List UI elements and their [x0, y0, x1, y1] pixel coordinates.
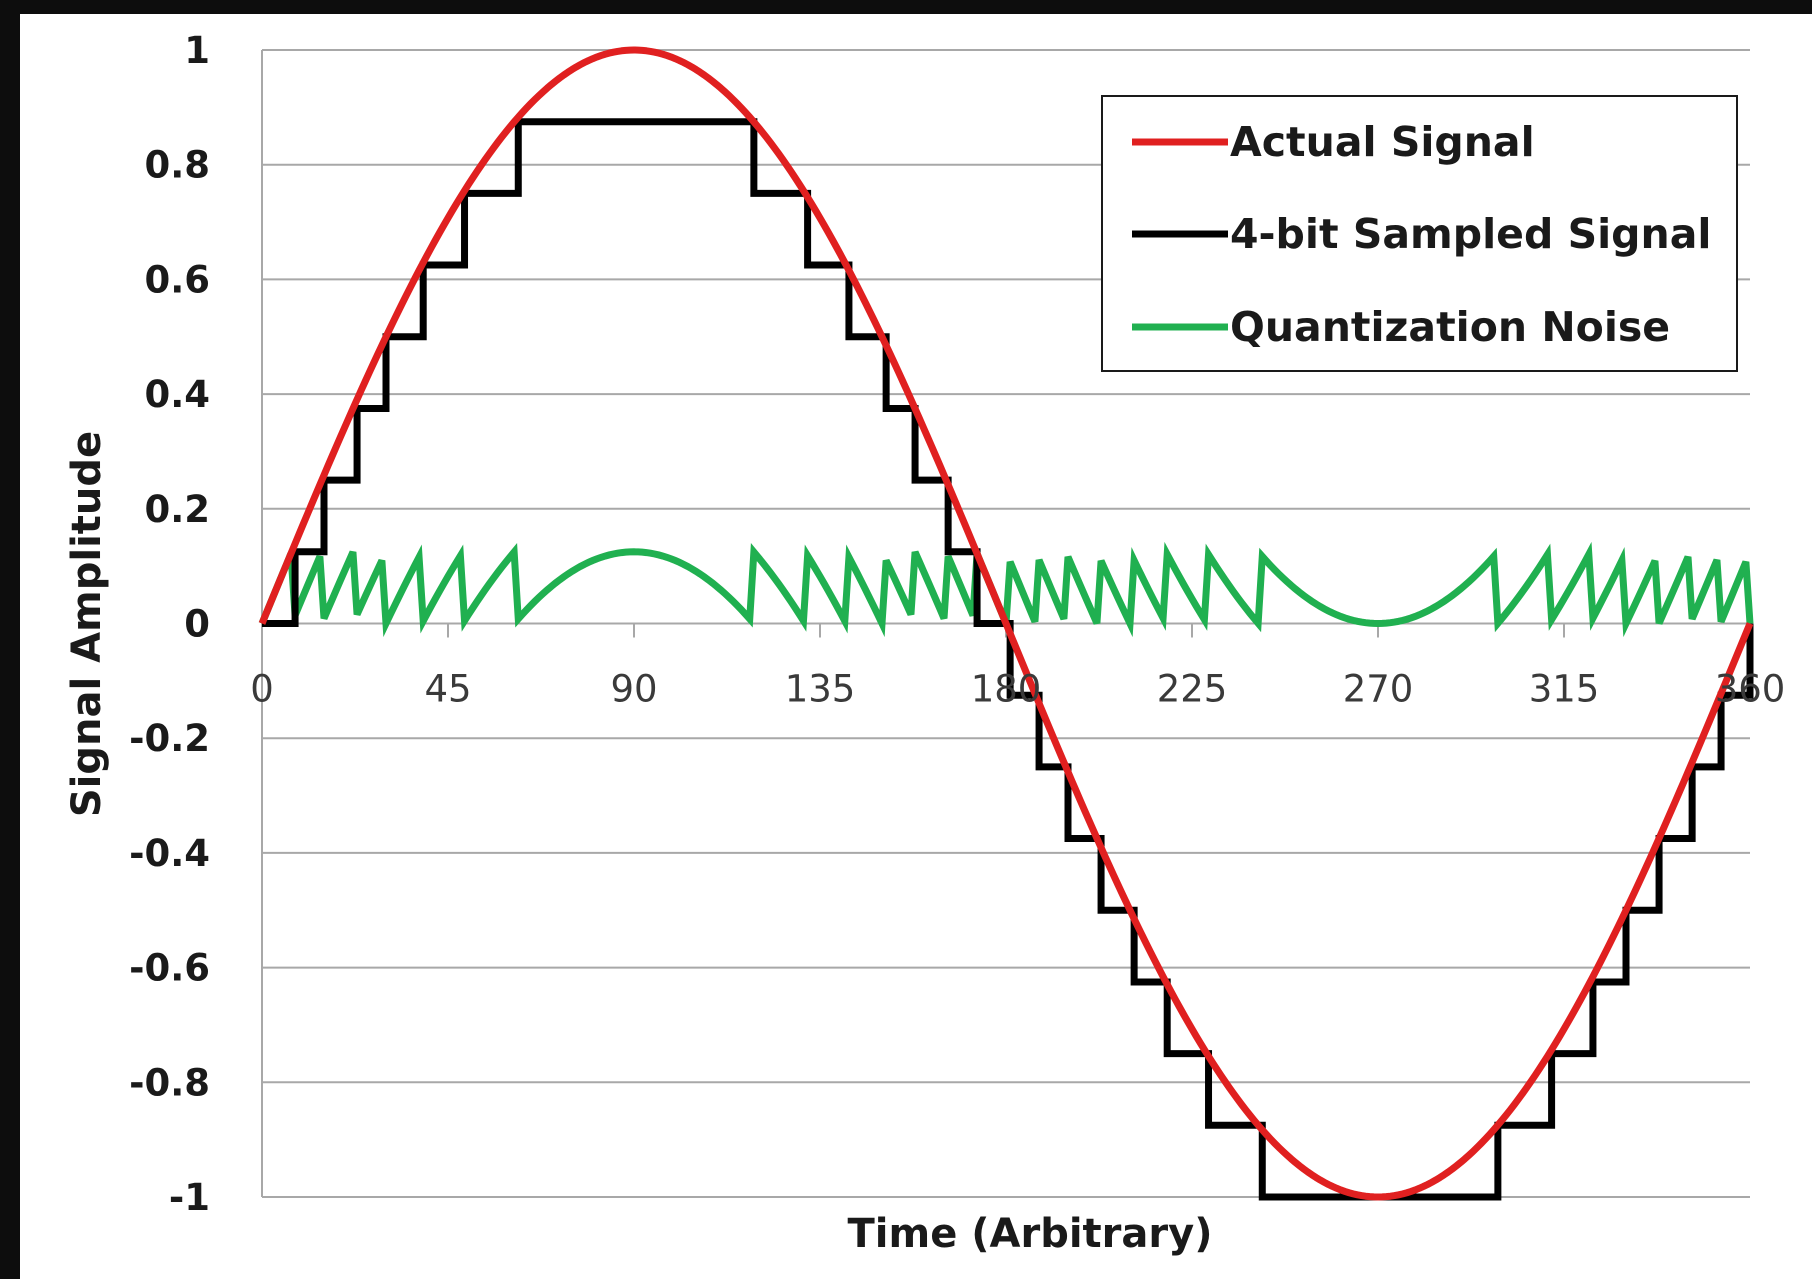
- x-tick-label: 225: [1157, 668, 1228, 711]
- y-tick-label: 0.4: [144, 373, 210, 416]
- chart: 1 0.8 0.6 0.4 0.2 0 -0.2 -0.4 -0.6 -0.8 -1 0 45 90 135…: [64, 29, 1785, 1257]
- x-tick-label: 135: [785, 668, 856, 711]
- legend-label-noise: Quantization Noise: [1230, 303, 1670, 351]
- x-tick-label: 0: [250, 668, 274, 711]
- x-tick-label: 45: [424, 668, 471, 711]
- x-axis-title: Time (Arbitrary): [848, 1211, 1213, 1257]
- legend-label-sampled: 4-bit Sampled Signal: [1230, 210, 1711, 258]
- x-tick-label: 360: [1715, 668, 1786, 711]
- x-tick-label: 180: [971, 668, 1042, 711]
- chart-panel: 1 0.8 0.6 0.4 0.2 0 -0.2 -0.4 -0.6 -0.8 -1 0 45 90 135…: [20, 14, 1812, 1279]
- series-sampled-signal: [262, 118, 1754, 1201]
- x-tick-label: 315: [1529, 668, 1600, 711]
- y-axis-title: Signal Amplitude: [64, 431, 110, 817]
- series-group: [258, 46, 1754, 1201]
- y-tick-label: -0.6: [129, 947, 210, 990]
- y-tick-label: 0: [184, 603, 210, 646]
- series-quantization-noise: [258, 541, 1754, 638]
- y-tick-label: -1: [169, 1176, 210, 1219]
- y-tick-label: 1: [184, 29, 210, 72]
- y-tick-label: 0.8: [144, 144, 210, 187]
- series-actual-signal: [258, 46, 1754, 1201]
- legend-label-actual: Actual Signal: [1230, 118, 1535, 166]
- y-tick-label: -0.4: [129, 832, 210, 875]
- y-tick-label: 0.6: [144, 258, 210, 301]
- y-tick-label: -0.2: [129, 717, 210, 760]
- x-tick-label: 270: [1343, 668, 1414, 711]
- y-tick-label: 0.2: [144, 488, 210, 531]
- y-tick-label: -0.8: [129, 1061, 210, 1104]
- legend: Actual Signal 4-bit Sampled Signal Quant…: [1101, 95, 1738, 372]
- x-tick-label: 90: [610, 668, 657, 711]
- tick-labels: 1 0.8 0.6 0.4 0.2 0 -0.2 -0.4 -0.6 -0.8 -1 0 45 90 135…: [129, 29, 1785, 1219]
